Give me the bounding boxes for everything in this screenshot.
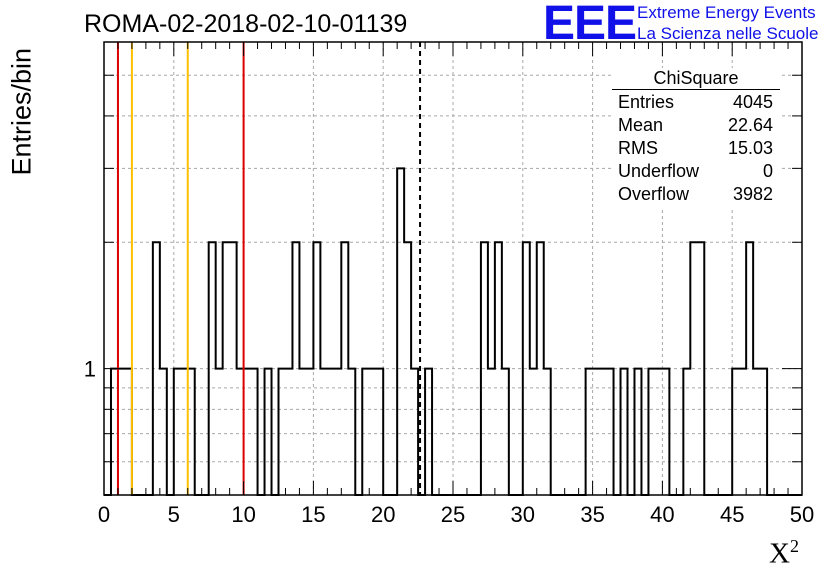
- x-tick-label: 40: [650, 502, 674, 527]
- x-tick-label: 15: [301, 502, 325, 527]
- stats-box: ChiSquare Entries 4045 Mean 22.64 RMS 15…: [612, 68, 780, 208]
- stat-key: Mean: [618, 115, 664, 135]
- stat-value: 3982: [732, 184, 773, 204]
- x-tick-label: 5: [168, 502, 180, 527]
- stat-value: 15.03: [727, 138, 773, 158]
- logo-line-2: La Scienza nelle Scuole: [637, 24, 819, 43]
- stat-key: RMS: [618, 138, 658, 158]
- x-tick-label: 45: [720, 502, 744, 527]
- stat-value: 0: [762, 161, 773, 181]
- x-tick-label: 30: [511, 502, 535, 527]
- y-tick-label: 1: [84, 357, 96, 382]
- x-tick-label: 35: [580, 502, 604, 527]
- stats-title: ChiSquare: [653, 68, 739, 88]
- stat-value: 4045: [732, 92, 773, 112]
- histogram-bin: [397, 168, 404, 495]
- stat-row-entries: Entries 4045: [618, 92, 773, 114]
- x-tick-label: 0: [98, 502, 110, 527]
- stat-value: 22.64: [727, 115, 773, 135]
- stat-key: Overflow: [618, 184, 690, 204]
- stat-row-underflow: Underflow 0: [618, 161, 773, 183]
- x-tick-label: 20: [371, 502, 395, 527]
- logo-line-1: Extreme Energy Events: [637, 3, 816, 22]
- chart-title: ROMA-02-2018-02-10-01139: [84, 10, 408, 38]
- x-tick-label: 50: [790, 502, 814, 527]
- stats-divider: [612, 89, 780, 90]
- x-tick-label: 25: [441, 502, 465, 527]
- stat-row-overflow: Overflow 3982: [618, 184, 773, 206]
- x-axis-label: X2: [769, 536, 799, 570]
- stat-row-rms: RMS 15.03: [618, 138, 773, 160]
- x-tick-label: 10: [231, 502, 255, 527]
- stat-key: Entries: [618, 92, 675, 112]
- stat-key: Underflow: [618, 161, 700, 181]
- stat-row-mean: Mean 22.64: [618, 115, 773, 137]
